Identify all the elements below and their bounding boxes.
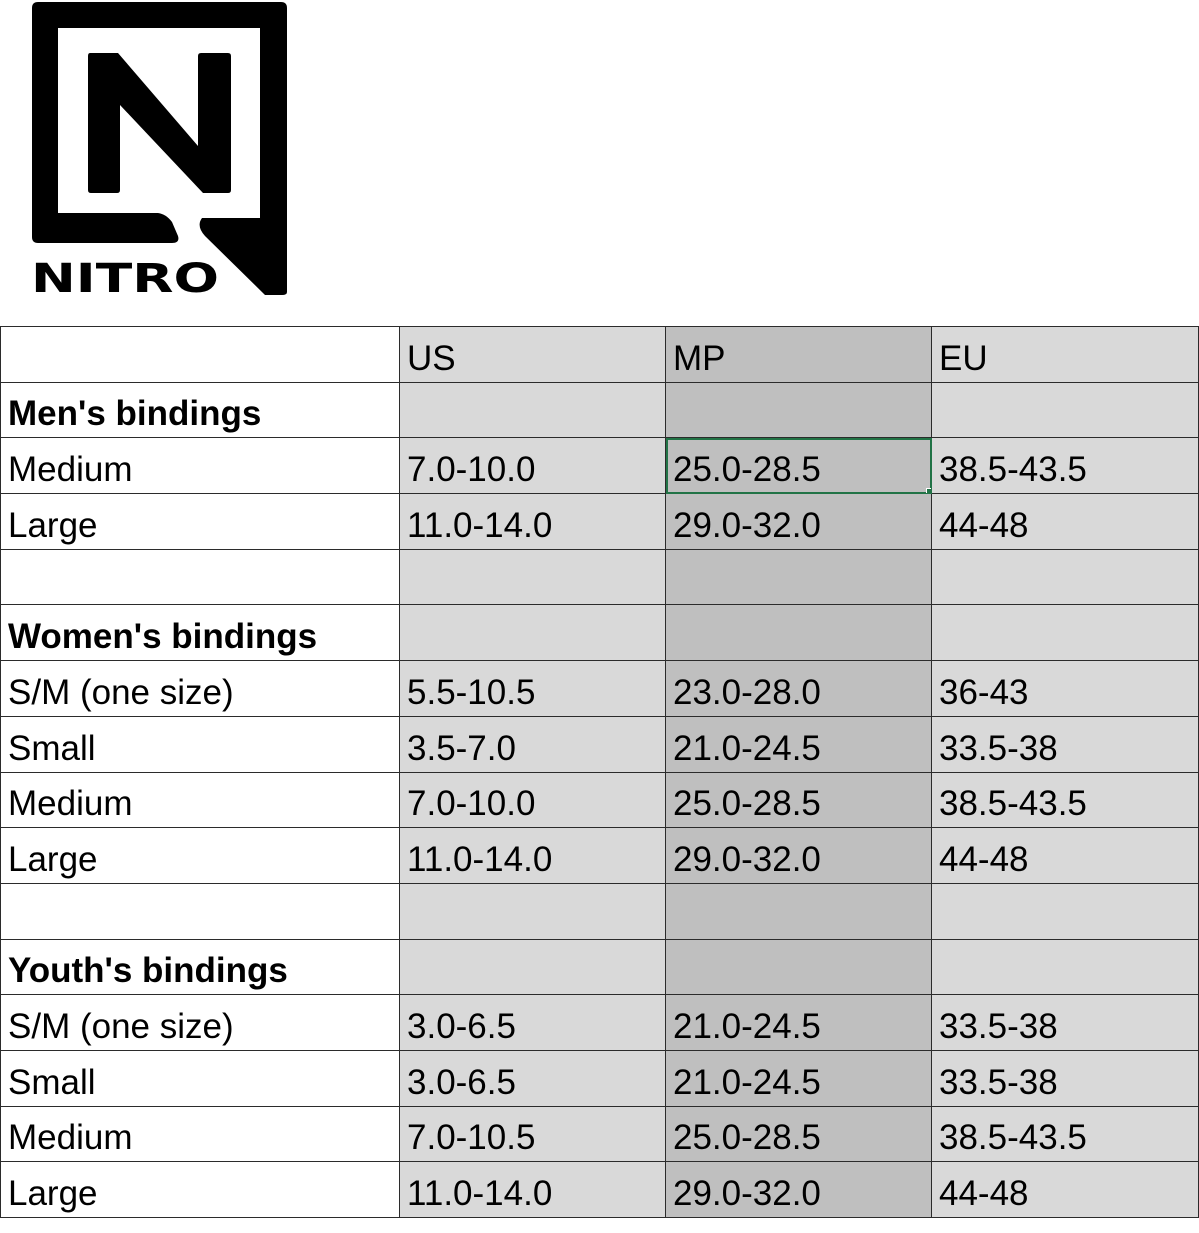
- size-value-cell[interactable]: [931, 882, 1199, 940]
- size-value-cell[interactable]: 25.0-28.5: [665, 437, 932, 495]
- header-cell[interactable]: EU: [931, 326, 1199, 383]
- size-value-cell[interactable]: [931, 604, 1199, 662]
- size-value-cell[interactable]: 7.0-10.0: [399, 437, 666, 495]
- size-value-cell[interactable]: 21.0-24.5: [665, 1049, 932, 1107]
- size-value-cell[interactable]: 38.5-43.5: [931, 437, 1199, 495]
- size-label-cell[interactable]: Small: [0, 1049, 400, 1107]
- size-value-cell[interactable]: 25.0-28.5: [665, 771, 932, 829]
- size-value-cell[interactable]: 7.0-10.5: [399, 1105, 666, 1163]
- size-label-cell[interactable]: [0, 882, 400, 940]
- size-label-cell[interactable]: Large: [0, 493, 400, 550]
- section-row: Men's bindings: [0, 381, 1199, 439]
- size-value-cell[interactable]: 5.5-10.5: [399, 660, 666, 717]
- section-row: Women's bindings: [0, 604, 1199, 662]
- size-value-cell[interactable]: 25.0-28.5: [665, 1105, 932, 1163]
- size-value-cell[interactable]: 11.0-14.0: [399, 827, 666, 884]
- size-label-cell[interactable]: Large: [0, 1161, 400, 1218]
- header-cell[interactable]: MP: [665, 326, 932, 383]
- table-row: S/M (one size) 5.5-10.5 23.0-28.0 36-43: [0, 660, 1199, 717]
- size-value-cell[interactable]: [665, 381, 932, 439]
- size-value-cell[interactable]: 11.0-14.0: [399, 1161, 666, 1218]
- size-value-cell[interactable]: 38.5-43.5: [931, 1105, 1199, 1163]
- size-value-cell[interactable]: 23.0-28.0: [665, 660, 932, 717]
- logo-wordmark: NITRO: [31, 256, 219, 300]
- size-value-cell[interactable]: 33.5-38: [931, 715, 1199, 773]
- logo-frame: [32, 2, 287, 295]
- size-value-cell[interactable]: 29.0-32.0: [665, 827, 932, 884]
- header-cell[interactable]: [0, 326, 400, 383]
- size-value-cell[interactable]: [399, 938, 666, 996]
- size-value-cell[interactable]: [399, 882, 666, 940]
- size-value-cell[interactable]: 44-48: [931, 493, 1199, 550]
- size-value-cell[interactable]: [931, 938, 1199, 996]
- section-title-cell[interactable]: Men's bindings: [0, 381, 400, 439]
- size-value-cell[interactable]: [931, 381, 1199, 439]
- table-row: Small 3.0-6.5 21.0-24.5 33.5-38: [0, 1049, 1199, 1107]
- nitro-logo: NITRO: [31, 2, 287, 300]
- size-value-cell[interactable]: [399, 604, 666, 662]
- size-label-cell[interactable]: Large: [0, 827, 400, 884]
- size-value-cell[interactable]: 36-43: [931, 660, 1199, 717]
- size-value-cell[interactable]: 3.0-6.5: [399, 1049, 666, 1107]
- size-value-cell[interactable]: 3.5-7.0: [399, 715, 666, 773]
- size-value-cell[interactable]: [399, 381, 666, 439]
- table-row: S/M (one size) 3.0-6.5 21.0-24.5 33.5-38: [0, 994, 1199, 1051]
- size-value-cell[interactable]: 29.0-32.0: [665, 493, 932, 550]
- table-row: Medium 7.0-10.5 25.0-28.5 38.5-43.5: [0, 1105, 1199, 1163]
- size-value-cell[interactable]: [931, 548, 1199, 606]
- table-row: Large 11.0-14.0 29.0-32.0 44-48: [0, 1161, 1199, 1218]
- size-value-cell[interactable]: 7.0-10.0: [399, 771, 666, 829]
- logo-n-letter: [88, 53, 231, 193]
- table-row: Large 11.0-14.0 29.0-32.0 44-48: [0, 493, 1199, 550]
- size-label-cell[interactable]: Medium: [0, 771, 400, 829]
- size-label-cell[interactable]: Small: [0, 715, 400, 773]
- size-value-cell[interactable]: [665, 548, 932, 606]
- size-value-cell[interactable]: 33.5-38: [931, 994, 1199, 1051]
- size-value-cell[interactable]: [665, 938, 932, 996]
- size-value-cell[interactable]: 3.0-6.5: [399, 994, 666, 1051]
- size-value-cell[interactable]: [665, 882, 932, 940]
- size-value-cell[interactable]: [665, 604, 932, 662]
- table-row: Medium 7.0-10.0 25.0-28.5 38.5-43.5: [0, 771, 1199, 829]
- table-row: Medium 7.0-10.0 25.0-28.5 38.5-43.5: [0, 437, 1199, 495]
- blank-row: [0, 882, 1199, 940]
- size-label-cell[interactable]: Medium: [0, 1105, 400, 1163]
- section-title-cell[interactable]: Women's bindings: [0, 604, 400, 662]
- size-value-cell[interactable]: 44-48: [931, 827, 1199, 884]
- size-value-cell[interactable]: 44-48: [931, 1161, 1199, 1218]
- size-value-cell[interactable]: 29.0-32.0: [665, 1161, 932, 1218]
- size-label-cell[interactable]: S/M (one size): [0, 660, 400, 717]
- size-value-cell[interactable]: [399, 548, 666, 606]
- blank-row: [0, 548, 1199, 606]
- size-label-cell[interactable]: Medium: [0, 437, 400, 495]
- table-row: Large 11.0-14.0 29.0-32.0 44-48: [0, 827, 1199, 884]
- binding-size-chart: US MP EU Men's bindings Medium 7.0-10.0 25.0-2…: [0, 326, 1199, 1218]
- size-label-cell[interactable]: [0, 548, 400, 606]
- size-label-cell[interactable]: S/M (one size): [0, 994, 400, 1051]
- section-title-cell[interactable]: Youth's bindings: [0, 938, 400, 996]
- size-value-cell[interactable]: 38.5-43.5: [931, 771, 1199, 829]
- size-value-cell[interactable]: 11.0-14.0: [399, 493, 666, 550]
- size-value-cell[interactable]: 21.0-24.5: [665, 715, 932, 773]
- header-cell[interactable]: US: [399, 326, 666, 383]
- size-value-cell[interactable]: 33.5-38: [931, 1049, 1199, 1107]
- section-row: Youth's bindings: [0, 938, 1199, 996]
- size-value-cell[interactable]: 21.0-24.5: [665, 994, 932, 1051]
- header-row: US MP EU: [0, 326, 1199, 383]
- table-row: Small 3.5-7.0 21.0-24.5 33.5-38: [0, 715, 1199, 773]
